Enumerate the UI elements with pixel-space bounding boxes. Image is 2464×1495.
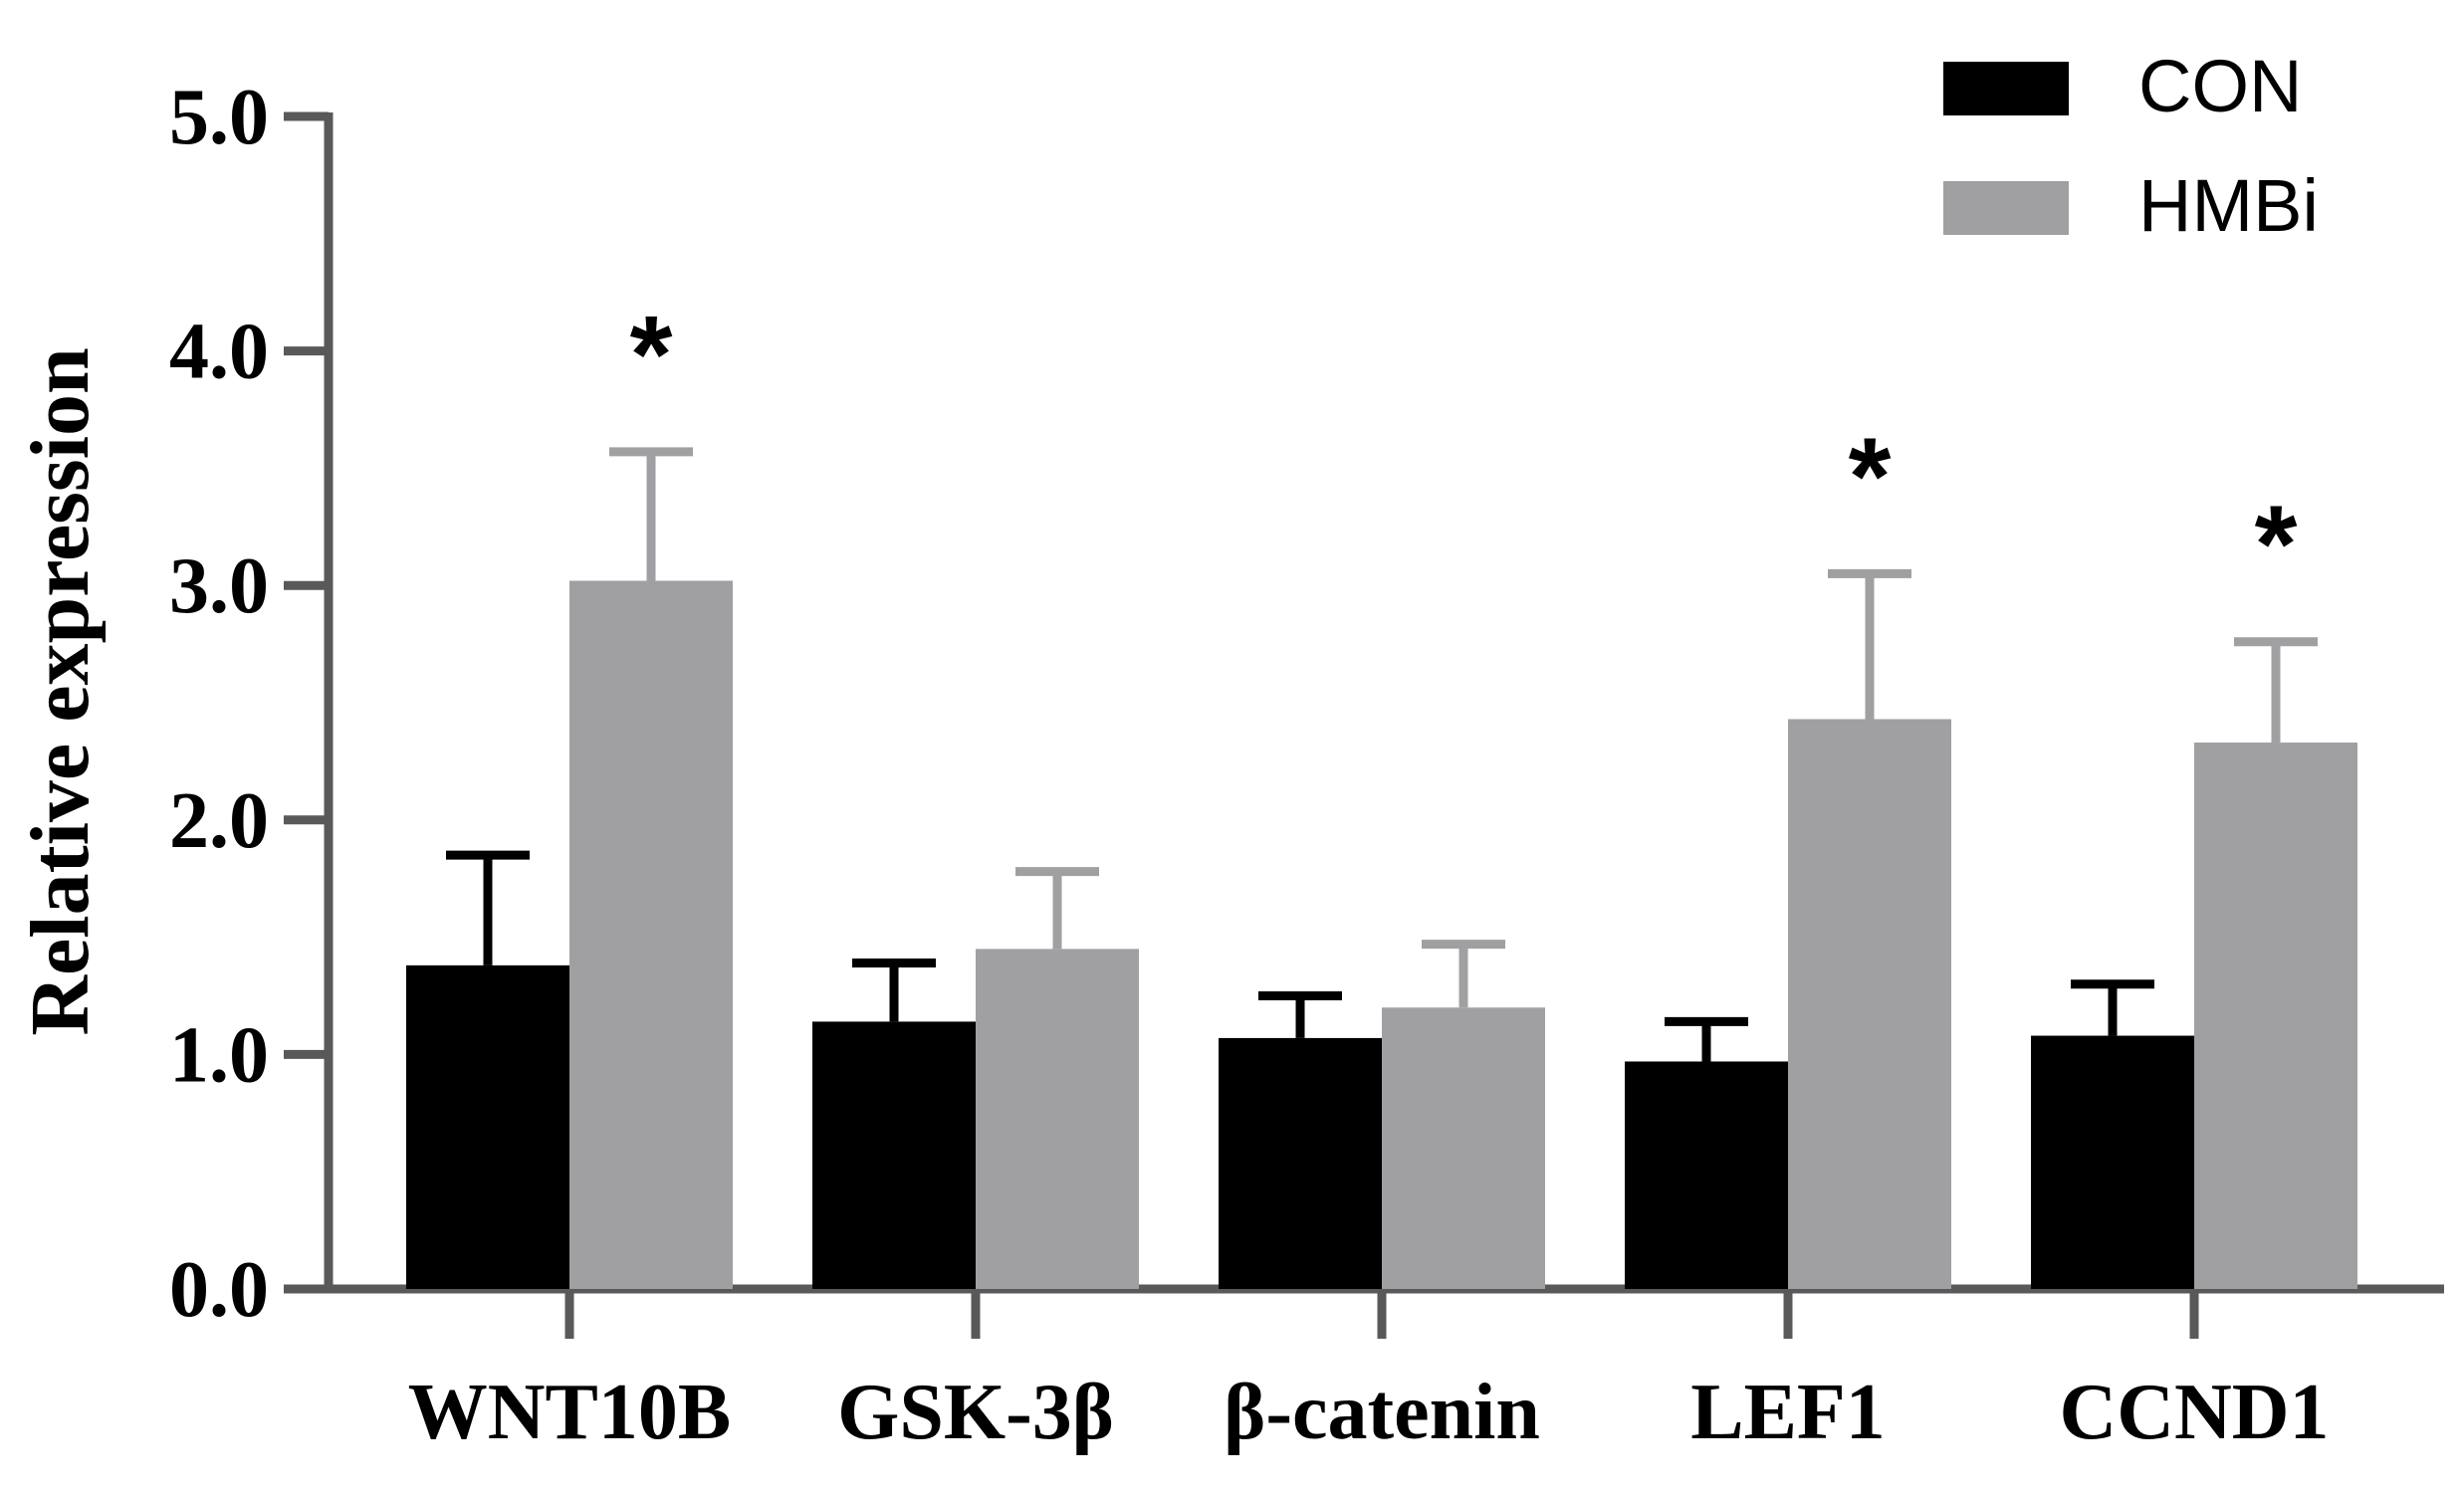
significance-asterisk: *: [1849, 415, 1892, 537]
error-bars: [446, 447, 2318, 1062]
significance-markers: * * *: [630, 294, 2298, 606]
bar-hmbi-2: [1382, 1007, 1545, 1289]
significance-asterisk: *: [630, 294, 673, 416]
bar-con-3: [1625, 1061, 1788, 1289]
bar-hmbi-1: [976, 949, 1139, 1289]
legend-swatch-hmbi: [1943, 181, 2069, 235]
x-tick-label: WNT10B: [408, 1369, 732, 1456]
bar-con-4: [2031, 1035, 2194, 1289]
y-tick-label: 4.0: [169, 309, 269, 396]
bar-hmbi-0: [569, 580, 733, 1289]
y-axis-title: Relative expression: [14, 347, 107, 1035]
legend-label-con: CON: [2138, 45, 2302, 127]
legend-label-hmbi: HMBi: [2138, 164, 2319, 247]
y-tick-label: 0.0: [169, 1246, 269, 1334]
bar-con-1: [812, 1021, 976, 1289]
x-axis: WNT10B GSK-3β β-catenin LEF1 CCND1: [325, 1284, 2444, 1456]
y-tick-label: 2.0: [169, 777, 269, 865]
y-axis: 0.0 1.0 2.0 3.0 4.0 5.0: [169, 74, 334, 1334]
y-tick-label: 1.0: [169, 1011, 269, 1099]
legend-swatch-con: [1943, 62, 2069, 115]
x-tick-label: β-catenin: [1224, 1369, 1540, 1456]
legend: CON HMBi: [1943, 45, 2319, 247]
x-tick-label: CCND1: [2059, 1369, 2329, 1456]
x-tick-label: LEF1: [1690, 1369, 1886, 1456]
bars: [406, 580, 2357, 1289]
bar-hmbi-4: [2194, 743, 2357, 1289]
x-tick-label: GSK-3β: [837, 1369, 1114, 1456]
y-tick-label: 5.0: [169, 74, 269, 161]
bar-hmbi-3: [1788, 719, 1951, 1289]
y-tick-label: 3.0: [169, 542, 269, 630]
bar-con-0: [406, 964, 569, 1289]
significance-asterisk: *: [2255, 484, 2298, 606]
bar-con-2: [1219, 1037, 1382, 1289]
